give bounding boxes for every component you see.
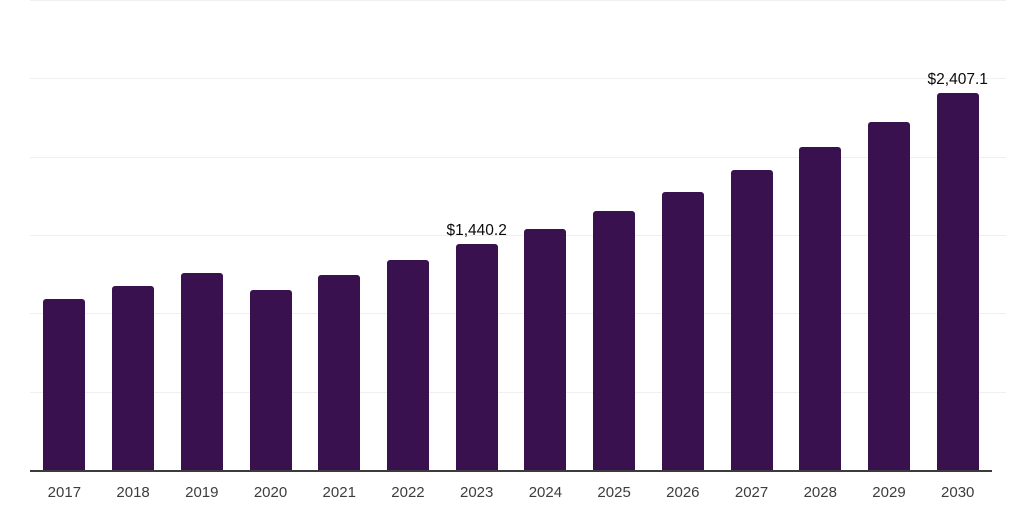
x-tick-label-2017: 2017 bbox=[47, 484, 82, 501]
gridline-2500 bbox=[30, 78, 1006, 80]
x-tick-label-2021: 2021 bbox=[322, 484, 356, 501]
x-tick-label-2024: 2024 bbox=[528, 484, 563, 501]
bar-2025 bbox=[593, 211, 636, 470]
x-tick-label-2025: 2025 bbox=[597, 484, 631, 501]
gridline-3000 bbox=[30, 0, 1006, 1]
x-tick-label-2019: 2019 bbox=[185, 484, 219, 501]
x-tick-label-2022: 2022 bbox=[391, 484, 425, 501]
x-tick-label-2020: 2020 bbox=[253, 484, 288, 501]
bar-2022 bbox=[386, 260, 429, 470]
bar-slot-2021 bbox=[305, 0, 374, 470]
bar-slot-2018 bbox=[99, 0, 168, 470]
bars-row: $1,440.2 $2,407.1 bbox=[30, 0, 992, 470]
bar-slot-2028 bbox=[786, 0, 855, 470]
bar-slot-2020 bbox=[236, 0, 305, 470]
bar-slot-2025 bbox=[580, 0, 649, 470]
bar-2018 bbox=[112, 286, 155, 470]
bar-2019 bbox=[180, 273, 223, 470]
bar-slot-2024 bbox=[511, 0, 580, 470]
gridline-2000 bbox=[30, 156, 1006, 158]
x-tick-label-2028: 2028 bbox=[803, 484, 837, 501]
x-tick-label-2029: 2029 bbox=[872, 484, 906, 501]
bar-slot-2027 bbox=[717, 0, 786, 470]
bar-2026 bbox=[661, 192, 704, 470]
gridline-1500 bbox=[30, 235, 1006, 236]
x-tick-label-2018: 2018 bbox=[116, 484, 150, 501]
bar-slot-2023: $1,440.2 bbox=[442, 0, 511, 470]
bar-2021 bbox=[318, 274, 361, 470]
x-tick-label-2023: 2023 bbox=[459, 484, 494, 501]
bar-2024 bbox=[524, 229, 567, 470]
bar-slot-2029 bbox=[855, 0, 924, 470]
bar-2020 bbox=[249, 289, 292, 470]
bar-slot-2022 bbox=[374, 0, 443, 470]
x-axis-labels: 2017 2018 2019 2020 2021 2022 2023 2024 2025 2026… bbox=[30, 472, 992, 501]
bar-2030 bbox=[936, 92, 979, 470]
bar-2017 bbox=[43, 299, 86, 470]
gridline-500 bbox=[30, 391, 1006, 393]
gridline-1000 bbox=[30, 313, 1006, 315]
bar-2023 bbox=[455, 244, 498, 470]
plot-area: $1,440.2 $2,407.1 bbox=[30, 0, 1006, 472]
bar-slot-2026 bbox=[648, 0, 717, 470]
x-tick-label-2030: 2030 bbox=[941, 484, 975, 501]
bar-slot-2019 bbox=[167, 0, 236, 470]
bar-value-label-2023: $1,440.2 bbox=[446, 222, 507, 240]
bar-2027 bbox=[730, 169, 773, 470]
bar-2028 bbox=[799, 147, 842, 470]
bar-slot-2017 bbox=[30, 0, 99, 470]
bar-value-label-2030: $2,407.1 bbox=[927, 70, 988, 88]
x-tick-label-2026: 2026 bbox=[666, 484, 700, 501]
bar-2029 bbox=[867, 121, 910, 470]
bar-slot-2030: $2,407.1 bbox=[923, 0, 992, 470]
x-tick-label-2027: 2027 bbox=[734, 484, 769, 501]
